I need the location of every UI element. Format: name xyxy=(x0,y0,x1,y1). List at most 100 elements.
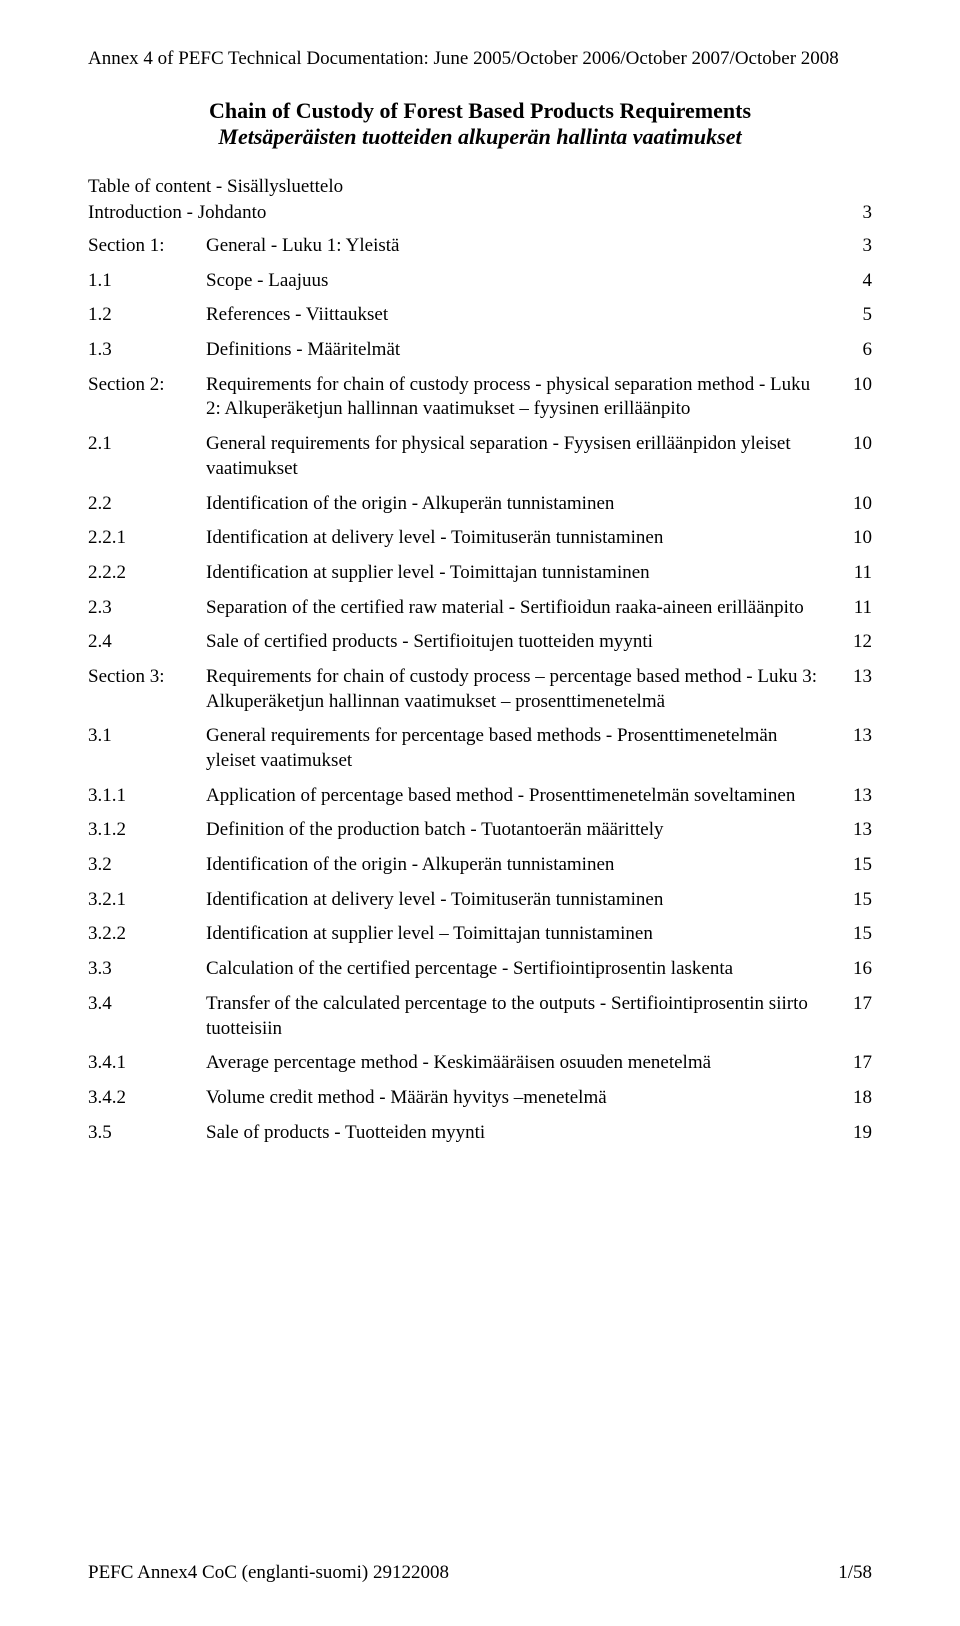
toc-entry-page: 4 xyxy=(842,269,872,294)
toc-entry-text: Calculation of the certified percentage … xyxy=(206,957,842,982)
toc-entry-text: General requirements for percentage base… xyxy=(206,724,842,773)
toc-entry-page: 15 xyxy=(842,888,872,913)
toc-row: 3.2.1Identification at delivery level - … xyxy=(88,888,872,913)
toc-entry-number: 2.2.2 xyxy=(88,561,206,586)
running-header: Annex 4 of PEFC Technical Documentation:… xyxy=(88,48,872,70)
toc-row: 3.4.2Volume credit method - Määrän hyvit… xyxy=(88,1086,872,1111)
toc-heading: Table of content - Sisällysluettelo xyxy=(88,176,872,198)
toc-entry-page: 17 xyxy=(842,992,872,1017)
toc-row: 3.2Identification of the origin - Alkupe… xyxy=(88,853,872,878)
toc-entry-number: 3.4.1 xyxy=(88,1051,206,1076)
toc-entry-page: 6 xyxy=(842,338,872,363)
toc-entry-page: 11 xyxy=(842,596,872,621)
toc-entry-page: 10 xyxy=(842,373,872,398)
toc-intro-label: Introduction - Johdanto xyxy=(88,202,842,224)
toc-entry-text: Transfer of the calculated percentage to… xyxy=(206,992,842,1041)
toc-entry-page: 19 xyxy=(842,1121,872,1146)
toc-entry-text: Sale of products - Tuotteiden myynti xyxy=(206,1121,842,1146)
toc-entry-text: Identification at supplier level – Toimi… xyxy=(206,922,842,947)
toc-row: Section 1:General - Luku 1: Yleistä3 xyxy=(88,234,872,259)
toc-entry-number: 3.5 xyxy=(88,1121,206,1146)
footer-right: 1/58 xyxy=(838,1562,872,1584)
toc-entry-page: 13 xyxy=(842,784,872,809)
toc-intro-page: 3 xyxy=(842,202,872,224)
toc-row: 2.2.1Identification at delivery level - … xyxy=(88,526,872,551)
toc-entry-number: 1.3 xyxy=(88,338,206,363)
toc-entry-text: Definition of the production batch - Tuo… xyxy=(206,818,842,843)
toc-entry-text: Volume credit method - Määrän hyvitys –m… xyxy=(206,1086,842,1111)
toc-row: 3.3Calculation of the certified percenta… xyxy=(88,957,872,982)
toc-entry-page: 18 xyxy=(842,1086,872,1111)
toc-entry-text: General requirements for physical separa… xyxy=(206,432,842,481)
toc-entry-text: Average percentage method - Keskimääräis… xyxy=(206,1051,842,1076)
toc-entry-number: 1.2 xyxy=(88,303,206,328)
toc-row: 3.1.2Definition of the production batch … xyxy=(88,818,872,843)
toc-entry-text: Identification of the origin - Alkuperän… xyxy=(206,853,842,878)
toc-entry-page: 10 xyxy=(842,432,872,457)
toc-row: 3.1General requirements for percentage b… xyxy=(88,724,872,773)
toc-entry-number: 3.2.1 xyxy=(88,888,206,913)
toc-intro-row: Introduction - Johdanto 3 xyxy=(88,202,872,224)
toc-entry-page: 5 xyxy=(842,303,872,328)
toc-row: 3.2.2Identification at supplier level – … xyxy=(88,922,872,947)
toc-entry-page: 13 xyxy=(842,724,872,749)
toc-entry-number: 3.1.1 xyxy=(88,784,206,809)
toc-entry-number: 3.3 xyxy=(88,957,206,982)
toc-entry-number: 2.2.1 xyxy=(88,526,206,551)
toc-entry-page: 11 xyxy=(842,561,872,586)
toc-entry-number: 2.4 xyxy=(88,630,206,655)
toc-row: 3.4Transfer of the calculated percentage… xyxy=(88,992,872,1041)
toc-entry-text: Requirements for chain of custody proces… xyxy=(206,373,842,422)
footer-left: PEFC Annex4 CoC (englanti-suomi) 2912200… xyxy=(88,1562,449,1584)
toc-entry-text: Application of percentage based method -… xyxy=(206,784,842,809)
toc-entry-text: References - Viittaukset xyxy=(206,303,842,328)
toc-entry-number: 3.2.2 xyxy=(88,922,206,947)
toc-entry-text: Separation of the certified raw material… xyxy=(206,596,842,621)
toc-row: 2.3Separation of the certified raw mater… xyxy=(88,596,872,621)
toc-entry-page: 10 xyxy=(842,492,872,517)
toc-entry-number: Section 3: xyxy=(88,665,206,690)
toc-entry-number: 3.1 xyxy=(88,724,206,749)
toc-entry-number: 3.2 xyxy=(88,853,206,878)
toc-row: Section 3:Requirements for chain of cust… xyxy=(88,665,872,714)
toc-row: Section 2:Requirements for chain of cust… xyxy=(88,373,872,422)
toc-entry-page: 16 xyxy=(842,957,872,982)
toc-entry-number: Section 2: xyxy=(88,373,206,398)
toc-entry-page: 13 xyxy=(842,818,872,843)
document-page: Annex 4 of PEFC Technical Documentation:… xyxy=(0,0,960,1626)
toc-row: 1.2References - Viittaukset5 xyxy=(88,303,872,328)
toc-entry-number: 3.1.2 xyxy=(88,818,206,843)
toc-row: 2.2.2Identification at supplier level - … xyxy=(88,561,872,586)
toc-entry-text: Sale of certified products - Sertifioitu… xyxy=(206,630,842,655)
title-english: Chain of Custody of Forest Based Product… xyxy=(88,98,872,124)
toc-entry-number: Section 1: xyxy=(88,234,206,259)
toc-row: 1.3Definitions - Määritelmät6 xyxy=(88,338,872,363)
toc-entry-page: 13 xyxy=(842,665,872,690)
toc-row: 2.1General requirements for physical sep… xyxy=(88,432,872,481)
toc-entry-page: 15 xyxy=(842,853,872,878)
toc-row: 3.4.1Average percentage method - Keskimä… xyxy=(88,1051,872,1076)
toc-row: 3.1.1Application of percentage based met… xyxy=(88,784,872,809)
toc-entry-number: 2.1 xyxy=(88,432,206,457)
table-of-contents: Introduction - Johdanto 3 Section 1:Gene… xyxy=(88,202,872,1145)
toc-row: 2.4Sale of certified products - Sertifio… xyxy=(88,630,872,655)
toc-row: 2.2Identification of the origin - Alkupe… xyxy=(88,492,872,517)
toc-entry-text: Identification of the origin - Alkuperän… xyxy=(206,492,842,517)
page-footer: PEFC Annex4 CoC (englanti-suomi) 2912200… xyxy=(88,1562,872,1584)
toc-entry-number: 2.3 xyxy=(88,596,206,621)
toc-entry-page: 17 xyxy=(842,1051,872,1076)
toc-rows-container: Section 1:General - Luku 1: Yleistä31.1S… xyxy=(88,234,872,1145)
toc-entry-text: Scope - Laajuus xyxy=(206,269,842,294)
toc-row: 1.1Scope - Laajuus4 xyxy=(88,269,872,294)
toc-entry-page: 3 xyxy=(842,234,872,259)
toc-entry-number: 3.4 xyxy=(88,992,206,1017)
toc-entry-number: 2.2 xyxy=(88,492,206,517)
toc-entry-number: 1.1 xyxy=(88,269,206,294)
toc-row: 3.5Sale of products - Tuotteiden myynti1… xyxy=(88,1121,872,1146)
toc-entry-page: 15 xyxy=(842,922,872,947)
toc-entry-text: Requirements for chain of custody proces… xyxy=(206,665,842,714)
toc-entry-number: 3.4.2 xyxy=(88,1086,206,1111)
toc-entry-text: General - Luku 1: Yleistä xyxy=(206,234,842,259)
title-block: Chain of Custody of Forest Based Product… xyxy=(88,98,872,150)
title-finnish: Metsäperäisten tuotteiden alkuperän hall… xyxy=(88,124,872,150)
